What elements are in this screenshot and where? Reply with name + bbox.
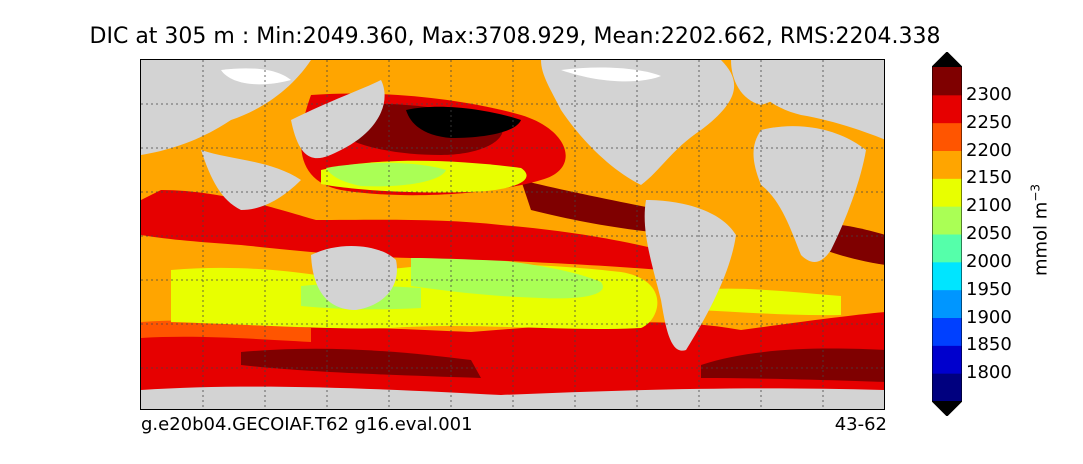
colorbar-segment [932,67,962,96]
colorbar-tick-label: 2300 [966,83,1012,105]
map-canvas [141,60,884,409]
colorbar-segment [932,345,962,374]
land-north-america [541,60,735,185]
land-east-asia [291,80,385,159]
colorbar-segment [932,289,962,318]
tropical-red [141,190,661,270]
colorbar-segment [932,206,962,235]
colorbar-tick-label: 1800 [966,362,1012,384]
colorbar-under-extend [932,401,962,416]
years-label: 43-62 [834,414,887,435]
land-south-america [644,200,736,351]
colorbar-segment [932,317,962,346]
colorbar-segment [932,261,962,291]
sea-ice-siberia [221,68,291,85]
colorbar-tick-label: 1950 [966,278,1012,300]
colorbar-tick-label: 2200 [966,139,1012,161]
colorbar-segment [932,373,962,402]
colorbar-tick-label: 1900 [966,306,1012,328]
land-africa [753,126,866,262]
eastern-pacific-max [521,180,681,235]
colorbar-tick-label: 2100 [966,195,1012,217]
colorbar-segment [932,122,962,151]
colorbar-over-extend [932,52,962,67]
colorbar-tick-label: 2150 [966,167,1012,189]
figure-title: DIC at 305 m : Min:2049.360, Max:3708.92… [89,24,941,49]
colorbar-tick-label: 2250 [966,111,1012,133]
land-antarctica [141,386,884,409]
south-atlantic-yellow [696,288,841,316]
sea-ice-arctic-canada [561,67,661,82]
colorbar-segment [932,234,962,263]
colorbar-units: mmol m−3 [1029,184,1052,276]
colorbar [932,52,962,416]
colorbar-segment [932,150,962,179]
southern-ocean-max-west [241,348,481,378]
colorbar-tick-label: 2000 [966,250,1012,272]
graticule [141,60,884,409]
land-greenland [731,60,801,105]
land-india [201,150,301,210]
north-pacific-max [406,106,521,138]
units-exponent: −3 [1028,183,1043,202]
colorbar-tick-label: 2050 [966,223,1012,244]
dic-map [140,59,885,410]
southern-ocean-max-east [701,348,884,382]
colorbar-tick-label: 1850 [966,334,1012,356]
land-australia [311,245,397,310]
units-base: mmol m [1030,201,1052,277]
case-label: g.e20b04.GECOIAF.T62 g16.eval.001 [141,414,473,435]
colorbar-segment [932,94,962,124]
colorbar-segment [932,178,962,207]
south-pacific-green [411,255,603,299]
north-pacific-green [326,162,446,187]
